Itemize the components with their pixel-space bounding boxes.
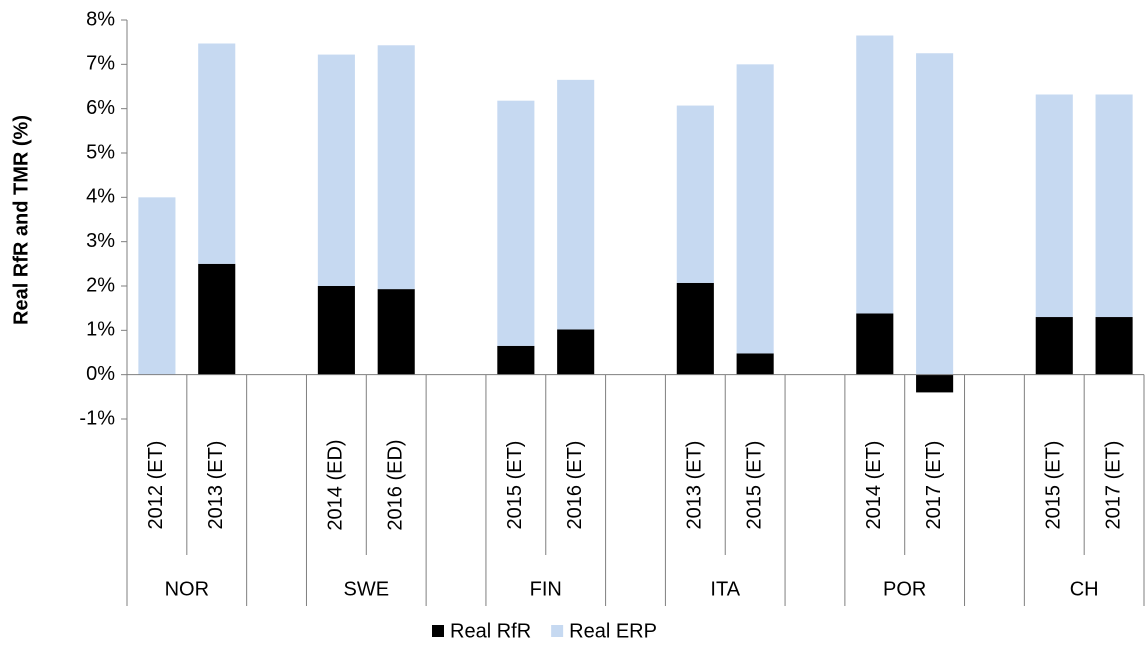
group-label: FIN <box>530 578 562 600</box>
bar <box>377 289 415 375</box>
y-tick-label: 7% <box>86 53 115 75</box>
y-tick-label: 1% <box>86 319 115 341</box>
bar <box>317 286 355 375</box>
group-label: POR <box>883 578 926 600</box>
bar <box>856 313 894 375</box>
bar <box>676 282 714 375</box>
y-tick-label: 0% <box>86 363 115 385</box>
x-tick-label: 2017 (ET) <box>1102 441 1124 530</box>
bar <box>377 45 415 290</box>
bar <box>916 374 954 393</box>
bar <box>676 105 714 283</box>
bar <box>557 79 595 330</box>
y-tick-label: 8% <box>86 8 115 30</box>
bar <box>497 345 535 375</box>
y-tick-label: -1% <box>79 407 115 429</box>
bar <box>736 64 774 354</box>
y-tick-label: 3% <box>86 230 115 252</box>
x-tick-label: 2015 (ET) <box>1043 441 1065 530</box>
x-tick-label: 2012 (ET) <box>145 441 167 530</box>
x-tick-label: 2016 (ED) <box>384 439 406 530</box>
legend-swatch <box>432 625 444 637</box>
bar <box>736 353 774 375</box>
x-tick-label: 2014 (ET) <box>863 441 885 530</box>
group-label: SWE <box>344 578 390 600</box>
bar <box>138 197 176 375</box>
x-tick-label: 2014 (ED) <box>325 439 347 530</box>
x-tick-label: 2016 (ET) <box>564 441 586 530</box>
bar <box>1095 317 1133 375</box>
legend-label: Real ERP <box>569 620 657 642</box>
bar <box>916 53 954 375</box>
legend-swatch <box>551 625 564 637</box>
bar <box>198 43 236 264</box>
x-tick-label: 2013 (ET) <box>205 441 227 530</box>
bar <box>557 329 595 375</box>
legend-label: Real RfR <box>450 620 531 642</box>
y-tick-label: 2% <box>86 274 115 296</box>
x-tick-label: 2013 (ET) <box>684 441 706 530</box>
bar <box>1095 94 1133 318</box>
y-tick-label: 4% <box>86 186 115 208</box>
y-axis-label: Real RfR and TMR (%) <box>10 115 32 325</box>
bar <box>856 35 894 314</box>
group-label: NOR <box>165 578 209 600</box>
x-tick-label: 2017 (ET) <box>923 441 945 530</box>
group-label: CH <box>1070 578 1099 600</box>
bar <box>198 263 236 375</box>
y-tick-label: 6% <box>86 97 115 119</box>
y-tick-label: 5% <box>86 141 115 163</box>
x-tick-label: 2015 (ET) <box>504 441 526 530</box>
x-tick-label: 2015 (ET) <box>743 441 765 530</box>
bar <box>497 100 535 346</box>
bar <box>1035 94 1073 318</box>
bar <box>317 54 355 286</box>
bar <box>1035 317 1073 375</box>
group-label: ITA <box>710 578 740 600</box>
